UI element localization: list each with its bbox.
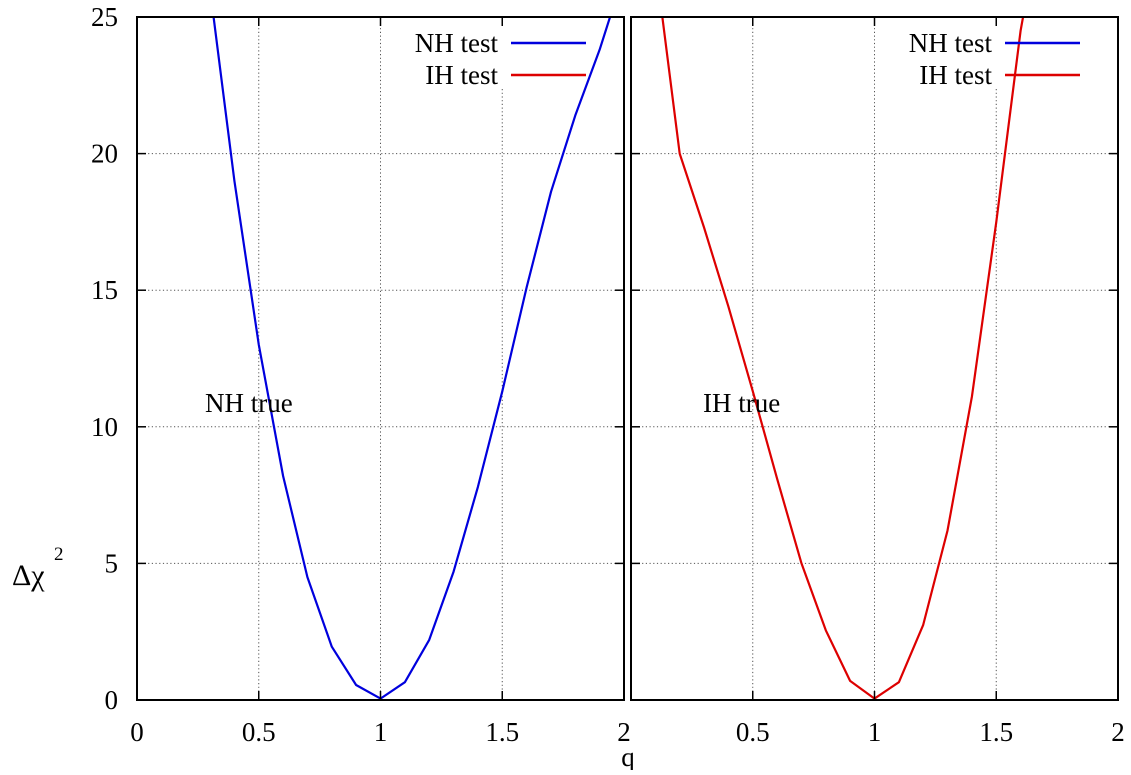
panel-annotation: IH true <box>703 388 780 418</box>
series-line-ih-test <box>661 17 1025 700</box>
x-tick-label: 2 <box>1111 717 1125 747</box>
y-axis-label: Δχ <box>12 559 45 592</box>
y-tick-label: 20 <box>91 139 118 169</box>
x-tick-label: 0 <box>130 717 144 747</box>
series-line-nh-test <box>212 17 612 700</box>
panel-annotation: NH true <box>205 388 293 418</box>
frame <box>136 16 1119 701</box>
x-axis-label: q <box>621 742 635 770</box>
x-tick-label: 1.5 <box>979 717 1013 747</box>
legend-label: IH test <box>425 60 498 90</box>
x-tick-label: 1 <box>374 717 388 747</box>
y-tick-label: 0 <box>105 685 119 715</box>
y-axis-label-superscript: 2 <box>54 544 64 565</box>
x-tick-label: 1.5 <box>485 717 519 747</box>
y-tick-label: 15 <box>91 275 118 305</box>
series-layer <box>212 17 1025 700</box>
x-tick-label: 0.5 <box>242 717 276 747</box>
grid <box>137 17 1118 700</box>
legend-label: NH test <box>909 28 993 58</box>
x-tick-label: 2 <box>617 717 631 747</box>
x-tick-label: 0.5 <box>736 717 770 747</box>
y-tick-label: 10 <box>91 412 118 442</box>
legend-label: IH test <box>919 60 992 90</box>
y-tick-label: 25 <box>91 2 118 32</box>
legend-label: NH test <box>415 28 499 58</box>
x-tick-label: 1 <box>868 717 882 747</box>
y-tick-label: 5 <box>105 548 119 578</box>
